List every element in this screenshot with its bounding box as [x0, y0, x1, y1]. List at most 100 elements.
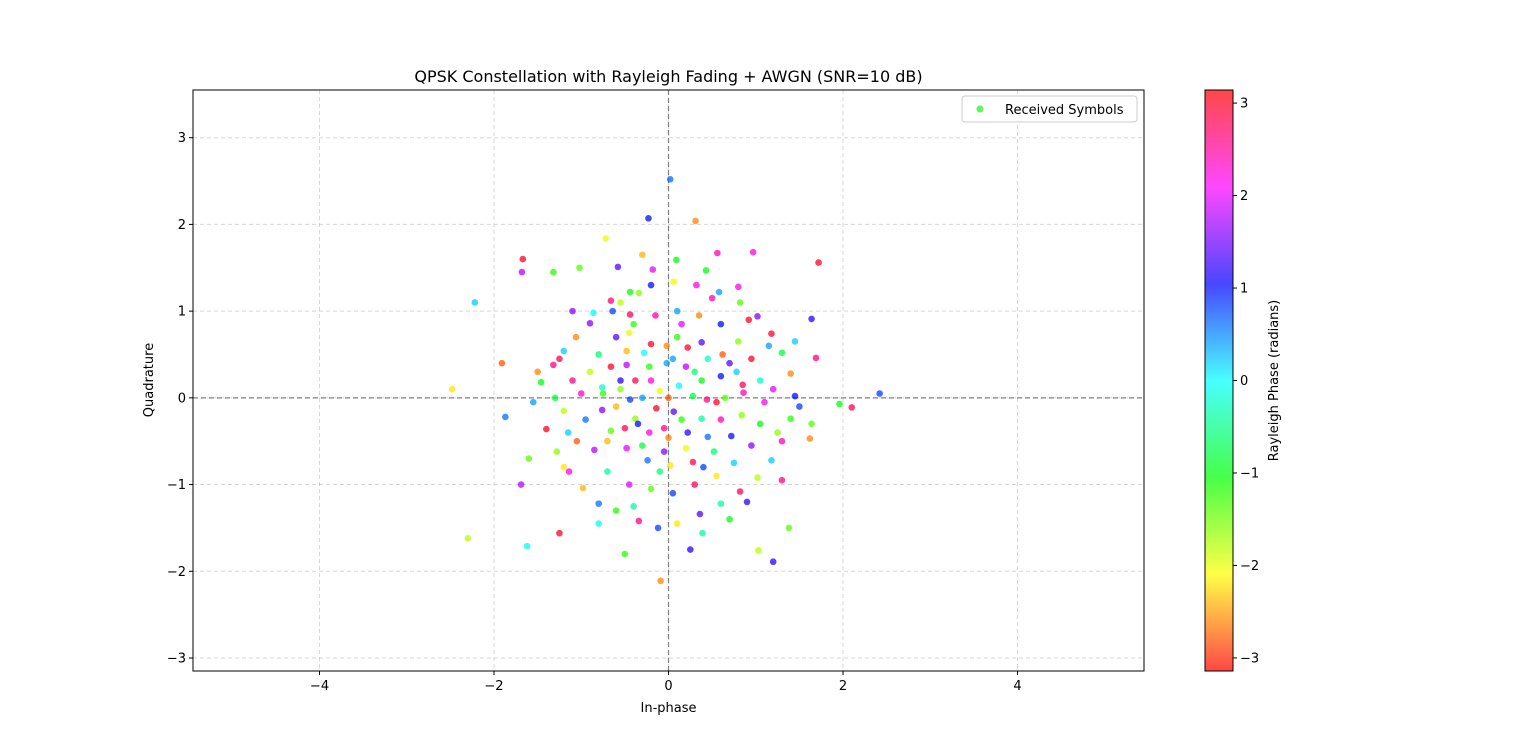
data-point	[626, 288, 634, 296]
data-point	[607, 297, 615, 305]
y-axis-ticks: −3 −2 −1 0 1 2 3	[167, 131, 193, 666]
data-point	[765, 342, 773, 350]
data-point	[704, 433, 712, 441]
data-point	[717, 372, 725, 380]
data-point	[550, 361, 557, 369]
data-point	[621, 424, 629, 432]
data-point	[698, 339, 705, 346]
data-point	[660, 448, 668, 455]
data-point	[630, 502, 637, 510]
data-point	[675, 382, 683, 390]
data-point	[617, 299, 624, 306]
data-point	[647, 485, 655, 493]
data-point	[739, 381, 746, 389]
x-tick-label: 4	[1013, 679, 1021, 694]
data-point	[602, 234, 609, 242]
data-point	[761, 398, 768, 406]
data-point	[714, 249, 721, 257]
data-point	[785, 524, 793, 532]
data-point	[708, 294, 716, 302]
data-point	[621, 550, 629, 558]
data-point	[529, 398, 537, 406]
data-point	[560, 347, 568, 355]
legend-box	[961, 95, 1138, 123]
data-point	[630, 320, 637, 328]
data-point	[537, 378, 545, 386]
data-point	[573, 437, 581, 445]
data-point	[656, 387, 664, 395]
data-point	[623, 444, 630, 452]
data-point	[684, 344, 691, 351]
data-point	[696, 510, 704, 518]
data-point	[670, 278, 678, 285]
data-point	[654, 524, 662, 532]
y-axis-label: Quadrature	[142, 343, 157, 417]
data-point	[698, 377, 705, 384]
data-point	[598, 406, 606, 414]
data-point	[791, 338, 799, 345]
data-point	[646, 429, 653, 436]
y-tick-label: −3	[167, 651, 186, 666]
data-point	[448, 385, 456, 393]
x-axis-label: In-phase	[641, 701, 697, 716]
data-point	[564, 429, 572, 436]
data-point	[678, 416, 685, 423]
data-point	[644, 456, 651, 464]
data-point	[665, 394, 672, 402]
data-point	[560, 407, 568, 415]
data-point	[702, 267, 710, 274]
data-point	[665, 434, 672, 442]
data-point	[684, 429, 691, 436]
data-point	[687, 546, 694, 553]
data-point	[717, 320, 725, 328]
colorbar-tick-label: 3	[1240, 97, 1248, 112]
data-point	[715, 288, 723, 296]
data-point	[556, 355, 563, 363]
data-point	[848, 404, 856, 411]
data-point	[673, 520, 681, 527]
data-point	[598, 384, 606, 391]
x-tick-label: 0	[664, 679, 672, 694]
data-point	[663, 342, 671, 350]
data-point	[660, 424, 668, 432]
data-point	[551, 394, 559, 402]
data-point	[740, 389, 747, 396]
data-point	[704, 355, 712, 363]
data-point	[632, 415, 639, 422]
colorbar-tick-label: −1	[1240, 466, 1259, 481]
data-point	[703, 396, 711, 403]
data-point	[649, 266, 657, 273]
data-point	[719, 351, 726, 358]
data-point	[498, 359, 506, 367]
data-point	[565, 468, 573, 475]
data-point	[768, 456, 775, 464]
data-point	[682, 444, 690, 452]
data-point	[595, 520, 603, 527]
data-point	[769, 385, 777, 393]
data-point	[634, 420, 642, 428]
data-point	[518, 268, 526, 276]
data-point	[693, 281, 700, 289]
data-point	[639, 251, 646, 259]
data-point	[543, 425, 550, 433]
data-point	[625, 329, 633, 337]
y-tick-label: 2	[178, 218, 186, 233]
data-point	[808, 420, 815, 428]
data-point	[717, 500, 725, 507]
data-point	[769, 558, 777, 566]
data-point	[517, 481, 525, 488]
data-point	[604, 437, 611, 445]
data-point	[736, 299, 744, 306]
data-point	[808, 315, 815, 323]
data-point	[640, 349, 648, 357]
data-point	[787, 370, 794, 377]
data-point	[666, 462, 674, 469]
data-point	[796, 403, 803, 410]
data-point	[730, 459, 738, 467]
data-point	[646, 363, 653, 370]
data-point	[612, 403, 620, 410]
data-point	[612, 333, 620, 341]
chart-title: QPSK Constellation with Rayleigh Fading …	[414, 67, 922, 86]
